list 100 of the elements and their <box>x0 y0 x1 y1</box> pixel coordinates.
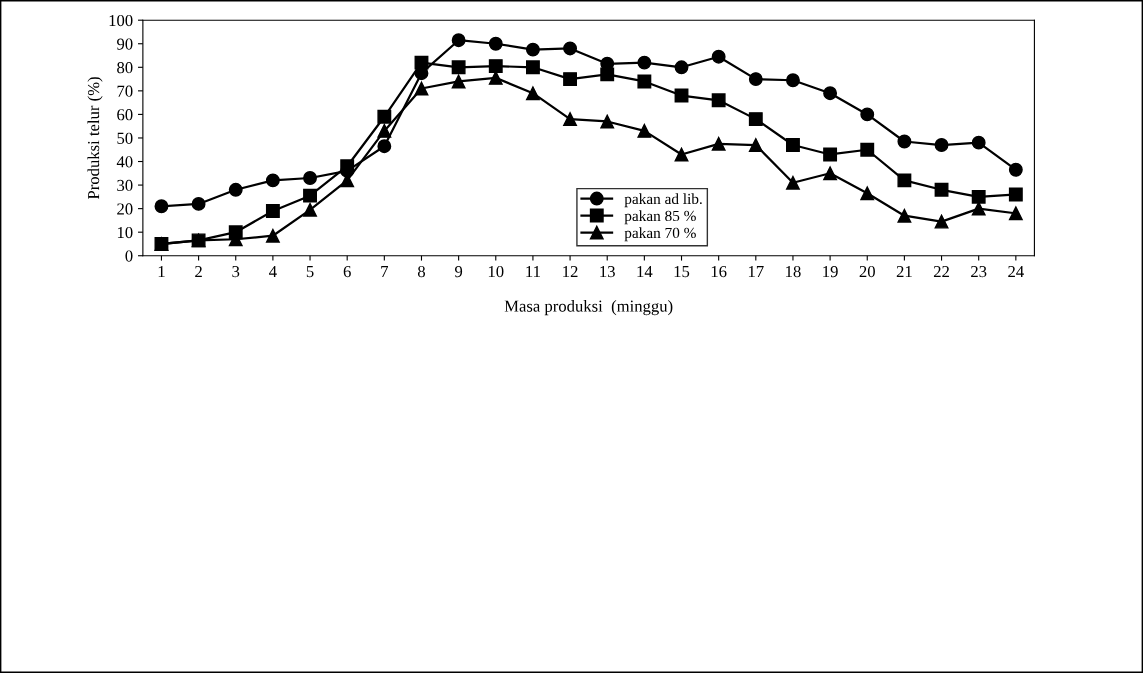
y-tick-label: 100 <box>109 14 133 27</box>
point <box>191 196 206 211</box>
y-axis-title: Produksi telur (%) <box>87 77 103 200</box>
point <box>563 72 578 87</box>
point <box>637 123 652 138</box>
point <box>786 73 800 88</box>
point <box>823 147 838 162</box>
point <box>414 55 429 70</box>
point <box>786 175 800 190</box>
x-tick-label: 4 <box>269 266 277 278</box>
legend-label: pakan 85 % <box>624 210 696 225</box>
x-axis-title: Masa produksi (minggu) <box>504 300 673 316</box>
point <box>488 59 503 74</box>
point <box>451 60 466 75</box>
point <box>303 171 317 185</box>
x-tick-label: 3 <box>232 265 240 278</box>
point <box>934 182 949 197</box>
point <box>971 189 986 204</box>
point <box>563 41 578 56</box>
point <box>303 202 317 217</box>
point <box>637 55 652 70</box>
x-tick-label: 10 <box>488 265 504 278</box>
point <box>897 173 912 188</box>
x-tick-label: 15 <box>674 266 690 278</box>
y-tick-label: 80 <box>117 62 133 74</box>
y-tick-label: 20 <box>117 203 133 215</box>
point <box>1008 206 1023 221</box>
legend-label: pakan ad lib. <box>624 193 702 208</box>
point <box>451 33 466 48</box>
point <box>154 199 169 214</box>
point <box>228 182 243 197</box>
point <box>860 186 875 201</box>
point <box>934 138 949 152</box>
y-tick-label: 40 <box>116 156 133 168</box>
y-tick-label: 60 <box>117 109 133 121</box>
x-tick-label: 11 <box>526 266 540 278</box>
x-tick-label: 22 <box>933 265 949 278</box>
point <box>600 114 615 129</box>
x-tick-label: 23 <box>971 265 987 278</box>
point <box>451 74 466 89</box>
point <box>600 67 615 82</box>
point <box>563 112 578 127</box>
point <box>414 81 429 96</box>
point <box>674 147 689 162</box>
point <box>340 159 355 174</box>
point <box>971 135 986 150</box>
point <box>488 36 503 51</box>
y-tick-label: 50 <box>117 132 133 144</box>
point <box>934 214 949 229</box>
point <box>377 123 392 138</box>
point <box>823 86 838 101</box>
x-tick-label: 20 <box>859 265 875 278</box>
x-tick-label: 9 <box>455 265 463 278</box>
x-tick-label: 18 <box>786 265 801 278</box>
x-tick-label: 12 <box>563 265 578 278</box>
point <box>860 142 875 157</box>
x-tick-label: 17 <box>748 266 764 278</box>
point <box>860 107 875 122</box>
x-tick-label: 5 <box>306 266 314 278</box>
point <box>711 136 726 151</box>
point <box>674 60 689 75</box>
point <box>748 138 763 152</box>
point <box>748 72 763 87</box>
point <box>525 60 540 75</box>
x-tick-label: 13 <box>600 265 615 278</box>
point <box>637 74 652 89</box>
x-tick-label: 24 <box>1008 265 1024 278</box>
legend-label: pakan 70 % <box>624 227 696 242</box>
x-tick-label: 16 <box>711 265 727 278</box>
y-tick-label: 70 <box>117 85 133 97</box>
y-tick-label: 10 <box>117 226 133 239</box>
point <box>1008 187 1023 202</box>
point <box>303 188 317 203</box>
y-tick-label: 90 <box>117 38 133 50</box>
x-tick-label: 6 <box>343 265 351 278</box>
point <box>265 173 280 188</box>
x-tick-label: 1 <box>158 266 165 278</box>
point <box>823 166 838 181</box>
x-tick-label: 8 <box>417 265 426 278</box>
point <box>897 208 912 223</box>
point <box>971 201 986 216</box>
point <box>897 134 912 149</box>
point <box>525 86 540 101</box>
y-tick-label: 30 <box>117 179 133 192</box>
point <box>265 204 280 218</box>
x-tick-label: 7 <box>381 266 389 278</box>
point <box>377 109 392 124</box>
point <box>525 42 540 57</box>
x-tick-label: 19 <box>823 265 838 278</box>
x-tick-label: 2 <box>195 265 202 278</box>
point <box>674 88 689 103</box>
point <box>711 49 726 64</box>
point <box>748 112 763 127</box>
x-tick-label: 14 <box>637 266 653 278</box>
x-tick-label: 21 <box>896 265 912 278</box>
point <box>265 228 280 243</box>
point <box>377 139 392 154</box>
point <box>1008 162 1023 177</box>
point <box>711 93 726 108</box>
point <box>786 138 800 152</box>
